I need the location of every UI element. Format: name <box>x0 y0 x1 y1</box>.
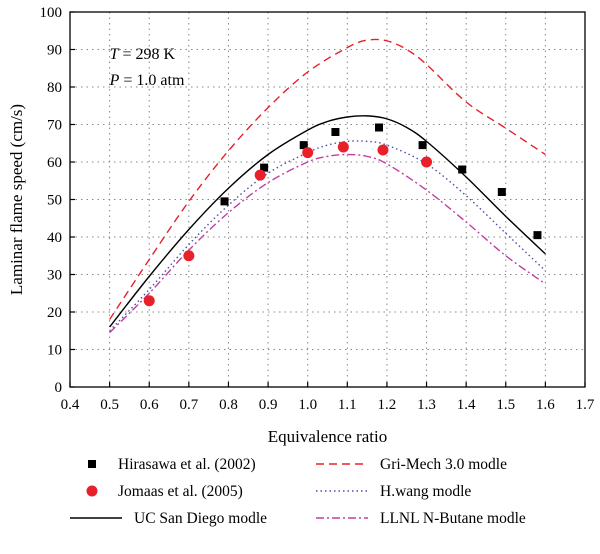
x-tick-label: 1.0 <box>298 397 317 413</box>
y-tick-label: 30 <box>47 268 62 284</box>
x-tick-label: 1.3 <box>417 397 436 413</box>
legend: Hirasawa et al. (2002) Jomaas et al. (200… <box>70 456 526 527</box>
y-tick-label: 90 <box>47 43 62 59</box>
series-line-llnl-n-butane-modle <box>109 153 546 334</box>
x-tick-label: 1.4 <box>457 397 476 413</box>
pressure-symbol: P <box>109 72 120 89</box>
x-tick-label: 0.5 <box>100 397 119 413</box>
x-tick-label: 1.1 <box>338 397 357 413</box>
x-tick-label: 1.7 <box>576 397 595 413</box>
data-point-hirasawa-et-al-2002 <box>331 128 340 136</box>
y-tick-label: 20 <box>47 305 62 321</box>
x-tick-label: 1.2 <box>378 397 397 413</box>
x-tick-label: 0.4 <box>61 397 80 413</box>
y-tick-label: 0 <box>55 380 63 396</box>
legend-label-uc-san-diego-modle: UC San Diego modle <box>134 510 267 527</box>
data-point-hirasawa-et-al-2002 <box>220 197 229 206</box>
data-point-hirasawa-et-al-2002 <box>375 123 383 132</box>
temperature-symbol: T <box>110 46 120 63</box>
x-tick-label: 0.7 <box>179 397 198 413</box>
x-tick-label: 0.9 <box>259 397 278 413</box>
x-axis-label: Equivalence ratio <box>268 427 387 446</box>
series-line-uc-san-diego-modle <box>109 115 546 328</box>
data-point-hirasawa-et-al-2002 <box>458 165 467 174</box>
data-point-jomaas-et-al-2005 <box>377 144 389 156</box>
temperature-annotation: T = 298 K <box>110 46 176 63</box>
y-tick-label: 50 <box>47 193 62 209</box>
data-point-hirasawa-et-al-2002 <box>260 163 269 172</box>
y-tick-label: 100 <box>40 5 63 21</box>
data-point-jomaas-et-al-2005 <box>302 147 314 159</box>
y-tick-label: 60 <box>47 155 62 171</box>
data-point-hirasawa-et-al-2002 <box>418 141 427 150</box>
temperature-value: = 298 K <box>119 46 176 63</box>
data-point-hirasawa-et-al-2002 <box>299 141 308 150</box>
legend-label-gri-mech-3-0-modle: Gri-Mech 3.0 modle <box>380 456 507 473</box>
y-axis-label: Laminar flame speed (cm/s) <box>7 104 26 295</box>
data-point-jomaas-et-al-2005 <box>421 156 433 168</box>
series-layer <box>109 38 546 334</box>
x-tick-label: 1.6 <box>536 397 555 413</box>
legend-label-jomaas-et-al-2005: Jomaas et al. (2005) <box>118 483 243 500</box>
legend-marker-jomaas-et-al-2005 <box>86 485 98 497</box>
grid-lines <box>70 12 585 387</box>
series-line-h-wang-modle <box>109 140 546 332</box>
legend-marker-hirasawa-et-al-2002 <box>88 460 96 468</box>
data-point-jomaas-et-al-2005 <box>143 295 155 307</box>
data-point-jomaas-et-al-2005 <box>183 250 195 262</box>
y-tick-label: 80 <box>47 80 62 96</box>
data-point-jomaas-et-al-2005 <box>337 141 349 153</box>
pressure-annotation: P = 1.0 atm <box>109 72 185 89</box>
pressure-value: = 1.0 atm <box>119 72 185 89</box>
series-line-gri-mech-3-0-modle <box>109 38 546 320</box>
data-point-hirasawa-et-al-2002 <box>497 188 506 196</box>
x-tick-label: 0.6 <box>140 397 159 413</box>
legend-label-hirasawa-et-al-2002: Hirasawa et al. (2002) <box>118 456 256 473</box>
legend-label-llnl-n-butane-modle: LLNL N-Butane modle <box>380 510 526 527</box>
y-tick-label: 70 <box>47 118 62 134</box>
legend-label-h-wang-modle: H.wang modle <box>380 483 471 500</box>
data-point-jomaas-et-al-2005 <box>254 169 266 181</box>
x-tick-label: 0.8 <box>219 397 238 413</box>
axis-ticks: 0.4 0.5 0.6 0.7 0.8 0.9 1.0 1.1 1.2 1.3 1.4 1.5 1.6 1… <box>40 5 595 413</box>
data-point-hirasawa-et-al-2002 <box>533 231 542 240</box>
y-tick-label: 40 <box>47 230 62 246</box>
x-tick-label: 1.5 <box>496 397 515 413</box>
y-tick-label: 10 <box>47 343 62 359</box>
